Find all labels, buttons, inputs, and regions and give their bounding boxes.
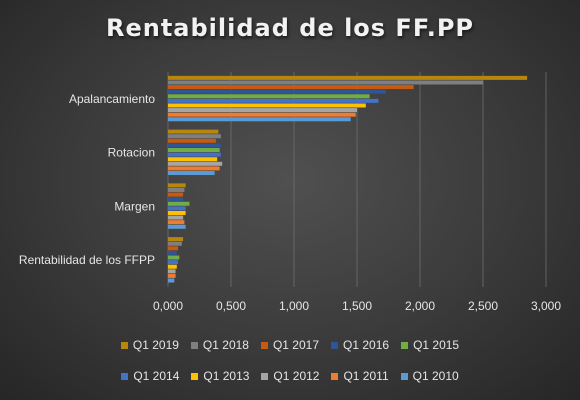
legend-swatch	[120, 341, 128, 349]
legend-item: Q1 2014	[121, 369, 179, 383]
axis-labels: 0,000 0,500 1,000 1,500 2,000 2,500 3,000 Apala…	[19, 92, 561, 313]
bar	[168, 260, 179, 265]
legend-item: Q1 2011	[331, 369, 389, 383]
legend-label: Q1 2016	[343, 338, 390, 352]
bar	[168, 129, 219, 134]
category-label: Rotacion	[108, 146, 155, 160]
legend-label: Q1 2013	[203, 369, 250, 383]
bar	[168, 166, 220, 171]
legend-label: Q1 2011	[343, 369, 389, 383]
legend-item: Q1 2010	[400, 369, 459, 383]
x-tick-label: 0,000	[153, 299, 183, 313]
bar	[168, 197, 184, 202]
bar	[168, 255, 180, 260]
legend-item: Q1 2012	[261, 369, 319, 383]
bar	[168, 108, 357, 113]
legend-item: Q1 2018	[190, 338, 249, 352]
bar	[168, 80, 483, 85]
x-tick-label: 2,000	[405, 299, 435, 313]
bar	[168, 103, 366, 108]
bar	[168, 157, 218, 162]
legend-swatch	[261, 372, 269, 380]
legend-swatch	[401, 341, 409, 349]
gridlines	[167, 72, 547, 287]
bar	[168, 161, 223, 166]
bar	[168, 215, 184, 220]
bar	[168, 171, 215, 176]
bar	[168, 273, 176, 278]
x-tick-label: 2,500	[468, 299, 498, 313]
legend-swatch	[190, 341, 198, 349]
bar	[168, 210, 186, 215]
legend-label: Q1 2018	[202, 338, 249, 352]
bar	[168, 241, 182, 246]
bar	[168, 220, 185, 225]
category-label: Margen	[114, 199, 155, 213]
bar	[168, 148, 220, 153]
legend-label: Q1 2012	[273, 369, 320, 383]
bar	[168, 201, 190, 206]
bar	[168, 134, 221, 139]
bar	[168, 206, 186, 211]
legend-swatch	[331, 372, 339, 380]
x-tick-label: 0,500	[216, 299, 246, 313]
bar	[168, 75, 528, 80]
bar	[168, 94, 370, 99]
legend-item: Q1 2013	[191, 369, 249, 383]
x-tick-label: 1,500	[342, 299, 372, 313]
bar	[168, 143, 221, 148]
bar	[168, 278, 175, 283]
bar	[168, 264, 177, 269]
legend-swatch	[331, 341, 339, 349]
bar	[168, 246, 179, 251]
legend-row-2: Q1 2014 Q1 2013 Q1 2012 Q1 2011 Q1 2010	[0, 369, 580, 383]
legend-row-1: Q1 2019 Q1 2018 Q1 2017 Q1 2016 Q1 2015	[0, 338, 580, 352]
bar	[168, 112, 356, 117]
bar	[168, 192, 184, 197]
legend-swatch	[191, 372, 199, 380]
bar	[168, 89, 386, 94]
bar	[168, 85, 414, 90]
bars	[168, 75, 528, 283]
bar	[168, 250, 177, 255]
x-tick-label: 3,000	[531, 299, 561, 313]
legend-swatch	[121, 372, 129, 380]
legend-item: Q1 2016	[331, 338, 389, 352]
bar	[168, 98, 379, 103]
legend-item: Q1 2019	[120, 338, 179, 352]
legend-label: Q1 2017	[272, 338, 320, 352]
legend-item: Q1 2015	[401, 338, 459, 352]
bar	[168, 117, 351, 122]
category-label: Rentabilidad de los FFPP	[19, 253, 155, 267]
bar	[168, 269, 176, 274]
bar	[168, 187, 185, 192]
legend-swatch	[260, 341, 268, 349]
bar	[168, 224, 186, 229]
x-tick-label: 1,000	[279, 299, 309, 313]
bar	[168, 237, 184, 242]
bar	[168, 138, 216, 143]
legend-label: Q1 2010	[412, 369, 459, 383]
category-label: Apalancamiento	[69, 92, 155, 106]
legend-label: Q1 2015	[413, 338, 460, 352]
legend-item: Q1 2017	[260, 338, 320, 352]
bar	[168, 152, 221, 157]
bar	[168, 183, 186, 188]
legend-label: Q1 2019	[132, 338, 179, 352]
chart-title: Rentabilidad de los FF.PP	[105, 14, 474, 42]
legend-label: Q1 2014	[133, 369, 180, 383]
legend-swatch	[400, 372, 408, 380]
